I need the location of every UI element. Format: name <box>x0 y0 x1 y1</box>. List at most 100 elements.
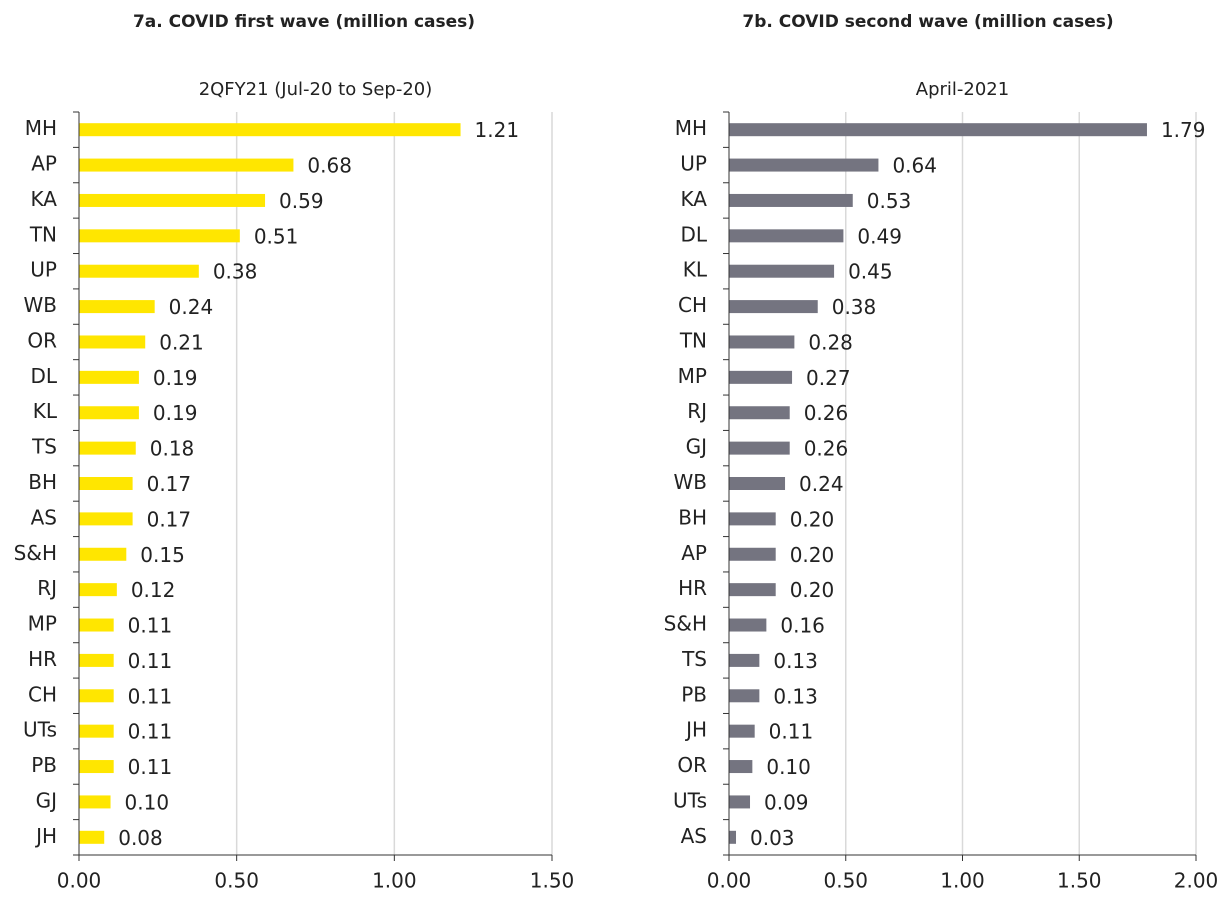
x-tick-label: 1.50 <box>530 869 575 893</box>
bar <box>729 370 793 384</box>
y-tick-label: JH <box>34 824 57 848</box>
y-tick-label: MP <box>28 612 57 636</box>
x-tick-label: 0.50 <box>823 869 868 893</box>
value-label: 0.17 <box>147 507 192 531</box>
bar <box>729 264 835 278</box>
y-tick-label: WB <box>674 470 708 494</box>
value-label: 0.03 <box>750 826 795 850</box>
value-label: 0.09 <box>764 790 809 814</box>
y-tick-label: BH <box>678 505 707 529</box>
bar <box>729 653 760 667</box>
value-label: 0.53 <box>867 189 912 213</box>
bar <box>729 441 790 455</box>
value-label: 0.13 <box>773 649 818 673</box>
chart-subtitle: 2QFY21 (Jul-20 to Sep-20) <box>199 79 433 100</box>
value-label: 0.12 <box>131 578 176 602</box>
chart-title: 7b. COVID second wave (million cases) <box>742 12 1113 32</box>
value-label: 0.13 <box>773 684 818 708</box>
bar <box>79 653 114 667</box>
x-tick-label: 2.00 <box>1174 869 1219 893</box>
y-tick-label: UTs <box>673 788 707 812</box>
bar <box>79 370 139 384</box>
value-label: 0.38 <box>832 295 877 319</box>
bar <box>79 583 117 597</box>
bar <box>729 158 879 172</box>
value-label: 0.16 <box>780 614 825 638</box>
y-tick-label: AP <box>31 152 57 176</box>
value-label: 0.19 <box>153 366 198 390</box>
value-label: 0.20 <box>790 543 835 567</box>
y-tick-label: UTs <box>23 718 57 742</box>
y-tick-label: DL <box>680 222 707 246</box>
y-tick-label: DL <box>30 364 57 388</box>
x-tick-label: 0.50 <box>214 869 259 893</box>
bar <box>79 512 133 526</box>
value-label: 0.45 <box>848 260 893 284</box>
y-tick-label: CH <box>678 293 707 317</box>
y-tick-label: MH <box>25 116 57 140</box>
bar <box>729 229 844 243</box>
y-tick-label: AS <box>31 505 57 529</box>
bar <box>729 618 767 632</box>
bar <box>729 512 776 526</box>
bar <box>729 689 760 703</box>
y-tick-label: KL <box>33 399 58 423</box>
y-tick-label: UP <box>680 152 707 176</box>
y-tick-label: WB <box>24 293 58 317</box>
chart-title: 7a. COVID first wave (million cases) <box>133 12 475 32</box>
y-tick-label: MH <box>675 116 707 140</box>
y-tick-label: BH <box>28 470 57 494</box>
value-label: 1.21 <box>475 118 520 142</box>
value-label: 0.20 <box>790 578 835 602</box>
x-tick-label: 1.00 <box>940 869 985 893</box>
y-tick-label: OR <box>27 328 57 352</box>
value-label: 0.26 <box>804 401 849 425</box>
value-label: 0.27 <box>806 366 851 390</box>
y-tick-label: PB <box>31 753 57 777</box>
value-label: 0.68 <box>307 154 352 178</box>
value-label: 0.20 <box>790 507 835 531</box>
y-tick-label: HR <box>678 576 707 600</box>
bar <box>729 193 853 207</box>
value-label: 0.10 <box>125 790 170 814</box>
bar <box>79 760 114 774</box>
bar <box>79 158 294 172</box>
y-tick-label: KA <box>31 187 58 211</box>
x-tick-label: 0.00 <box>707 869 752 893</box>
value-label: 0.24 <box>169 295 214 319</box>
bar <box>729 477 786 490</box>
bar <box>729 583 776 597</box>
y-tick-label: CH <box>28 682 57 706</box>
bar <box>79 229 240 243</box>
x-tick-label: 1.00 <box>372 869 417 893</box>
y-tick-label: TN <box>29 222 57 246</box>
bar <box>79 441 136 455</box>
value-label: 0.11 <box>128 684 173 708</box>
y-tick-label: HR <box>28 647 57 671</box>
value-label: 0.38 <box>213 260 258 284</box>
y-tick-label: TN <box>679 328 707 352</box>
bar <box>79 300 155 314</box>
value-label: 0.51 <box>254 224 299 248</box>
y-tick-label: TS <box>681 647 707 671</box>
bar <box>729 335 795 349</box>
value-label: 0.17 <box>147 472 192 496</box>
bar <box>79 689 114 703</box>
bar <box>729 760 753 774</box>
value-label: 0.21 <box>159 330 204 354</box>
bar <box>79 264 199 278</box>
y-tick-label: MP <box>678 364 707 388</box>
y-tick-label: TS <box>31 435 57 459</box>
bar <box>79 547 127 561</box>
value-label: 0.24 <box>799 472 844 496</box>
value-label: 0.15 <box>140 543 185 567</box>
value-label: 0.11 <box>128 649 173 673</box>
bar <box>79 830 105 844</box>
bar <box>729 123 1147 137</box>
y-tick-label: S&H <box>664 612 707 636</box>
y-tick-label: AS <box>681 824 707 848</box>
bar <box>79 618 114 632</box>
value-label: 0.26 <box>804 437 849 461</box>
bar <box>79 193 266 207</box>
